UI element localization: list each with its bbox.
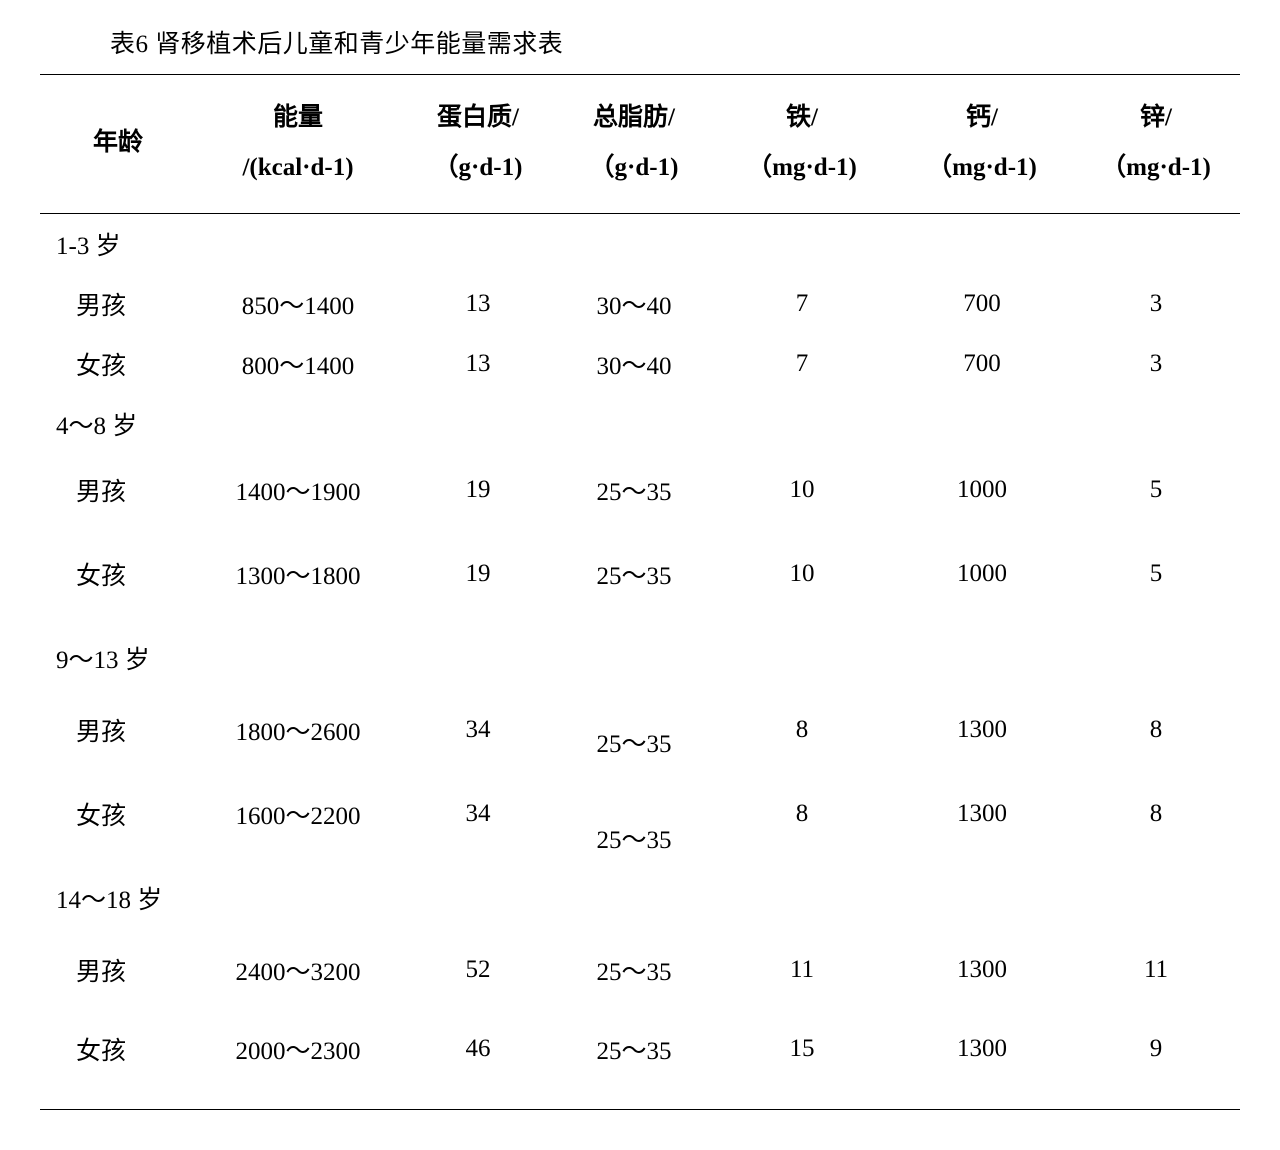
cell-energy: 800～1400 xyxy=(196,334,400,394)
cell-fat: 25～35 xyxy=(556,454,712,526)
table-page: 表6 肾移植术后儿童和青少年能量需求表 年龄能量/(kcal·d-1)蛋白质/（… xyxy=(0,0,1280,1150)
cell-fe: 11 xyxy=(712,934,892,1006)
cell-zn: 8 xyxy=(1072,766,1240,862)
cell-age: 男孩 xyxy=(40,694,196,766)
cell-zn: 9 xyxy=(1072,1006,1240,1110)
table-row: 女孩2000～23004625～351513009 xyxy=(40,1006,1240,1110)
cell-fat: 25～35 xyxy=(556,934,712,1006)
cell-age: 女孩 xyxy=(40,526,196,622)
cell-zn: 5 xyxy=(1072,526,1240,622)
column-header: 铁/（mg·d-1) xyxy=(712,75,892,214)
cell-age: 女孩 xyxy=(40,334,196,394)
cell-energy: 1800～2600 xyxy=(196,694,400,766)
cell-age: 男孩 xyxy=(40,274,196,334)
table-row: 女孩1300～18001925～351010005 xyxy=(40,526,1240,622)
cell-fe: 10 xyxy=(712,526,892,622)
cell-age: 男孩 xyxy=(40,934,196,1006)
table-row: 女孩1600～22003425～35813008 xyxy=(40,766,1240,862)
column-header-line2: （g·d-1) xyxy=(400,143,556,193)
table-row: 男孩850～14001330～4077003 xyxy=(40,274,1240,334)
cell-ca: 1300 xyxy=(892,766,1072,862)
column-header: 锌/（mg·d-1) xyxy=(1072,75,1240,214)
column-header-line1: 总脂肪/ xyxy=(556,93,712,143)
cell-energy: 850～1400 xyxy=(196,274,400,334)
cell-fat: 25～35 xyxy=(556,766,712,862)
column-header-line2: （mg·d-1) xyxy=(1072,143,1240,193)
age-group-row: 1-3 岁 xyxy=(40,214,1240,274)
cell-protein: 13 xyxy=(400,274,556,334)
cell-ca: 1300 xyxy=(892,694,1072,766)
cell-ca: 700 xyxy=(892,334,1072,394)
cell-ca: 1000 xyxy=(892,526,1072,622)
column-header-line2: /(kcal·d-1) xyxy=(196,143,400,193)
cell-protein: 52 xyxy=(400,934,556,1006)
column-header: 能量/(kcal·d-1) xyxy=(196,75,400,214)
cell-protein: 19 xyxy=(400,526,556,622)
cell-ca: 1300 xyxy=(892,934,1072,1006)
cell-protein: 46 xyxy=(400,1006,556,1110)
table-row: 女孩800～14001330～4077003 xyxy=(40,334,1240,394)
cell-fe: 8 xyxy=(712,766,892,862)
cell-ca: 700 xyxy=(892,274,1072,334)
age-group-label: 9～13 岁 xyxy=(40,622,1240,694)
cell-protein: 34 xyxy=(400,766,556,862)
age-group-row: 4～8 岁 xyxy=(40,394,1240,454)
table-row: 男孩2400～32005225～3511130011 xyxy=(40,934,1240,1006)
column-header-line1: 锌/ xyxy=(1072,93,1240,143)
cell-fat: 30～40 xyxy=(556,274,712,334)
column-header: 蛋白质/（g·d-1) xyxy=(400,75,556,214)
cell-protein: 13 xyxy=(400,334,556,394)
table-row: 男孩1800～26003425～35813008 xyxy=(40,694,1240,766)
energy-requirement-table: 年龄能量/(kcal·d-1)蛋白质/（g·d-1)总脂肪/（g·d-1)铁/（… xyxy=(40,74,1240,1110)
table-header-row: 年龄能量/(kcal·d-1)蛋白质/（g·d-1)总脂肪/（g·d-1)铁/（… xyxy=(40,75,1240,214)
age-group-label: 1-3 岁 xyxy=(40,214,1240,274)
column-header: 钙/（mg·d-1) xyxy=(892,75,1072,214)
cell-energy: 2400～3200 xyxy=(196,934,400,1006)
cell-energy: 1300～1800 xyxy=(196,526,400,622)
column-header-line2: （mg·d-1) xyxy=(892,143,1072,193)
age-group-label: 4～8 岁 xyxy=(40,394,1240,454)
cell-fat: 25～35 xyxy=(556,526,712,622)
cell-fe: 7 xyxy=(712,274,892,334)
column-header-line2: （g·d-1) xyxy=(556,143,712,193)
column-header-line1: 能量 xyxy=(196,93,400,143)
cell-zn: 3 xyxy=(1072,274,1240,334)
cell-protein: 19 xyxy=(400,454,556,526)
cell-age: 女孩 xyxy=(40,766,196,862)
age-group-row: 14～18 岁 xyxy=(40,862,1240,934)
cell-zn: 3 xyxy=(1072,334,1240,394)
cell-fe: 10 xyxy=(712,454,892,526)
cell-ca: 1300 xyxy=(892,1006,1072,1110)
table-row: 男孩1400～19001925～351010005 xyxy=(40,454,1240,526)
cell-ca: 1000 xyxy=(892,454,1072,526)
cell-fe: 15 xyxy=(712,1006,892,1110)
table-head: 年龄能量/(kcal·d-1)蛋白质/（g·d-1)总脂肪/（g·d-1)铁/（… xyxy=(40,75,1240,214)
cell-fat: 25～35 xyxy=(556,694,712,766)
table-caption: 表6 肾移植术后儿童和青少年能量需求表 xyxy=(40,0,1240,74)
column-header-line2: （mg·d-1) xyxy=(712,143,892,193)
cell-age: 男孩 xyxy=(40,454,196,526)
cell-zn: 8 xyxy=(1072,694,1240,766)
cell-zn: 5 xyxy=(1072,454,1240,526)
cell-age: 女孩 xyxy=(40,1006,196,1110)
cell-protein: 34 xyxy=(400,694,556,766)
cell-fe: 7 xyxy=(712,334,892,394)
cell-energy: 1600～2200 xyxy=(196,766,400,862)
cell-zn: 11 xyxy=(1072,934,1240,1006)
age-group-row: 9～13 岁 xyxy=(40,622,1240,694)
cell-fe: 8 xyxy=(712,694,892,766)
column-header-line1: 钙/ xyxy=(892,93,1072,143)
column-header-line1: 铁/ xyxy=(712,93,892,143)
column-header: 年龄 xyxy=(40,75,196,214)
column-header-line1: 蛋白质/ xyxy=(400,93,556,143)
column-header-line1: 年龄 xyxy=(40,118,196,168)
cell-fat: 25～35 xyxy=(556,1006,712,1110)
cell-energy: 1400～1900 xyxy=(196,454,400,526)
age-group-label: 14～18 岁 xyxy=(40,862,1240,934)
column-header: 总脂肪/（g·d-1) xyxy=(556,75,712,214)
cell-fat: 30～40 xyxy=(556,334,712,394)
cell-energy: 2000～2300 xyxy=(196,1006,400,1110)
table-body: 1-3 岁男孩850～14001330～4077003女孩800～1400133… xyxy=(40,214,1240,1110)
